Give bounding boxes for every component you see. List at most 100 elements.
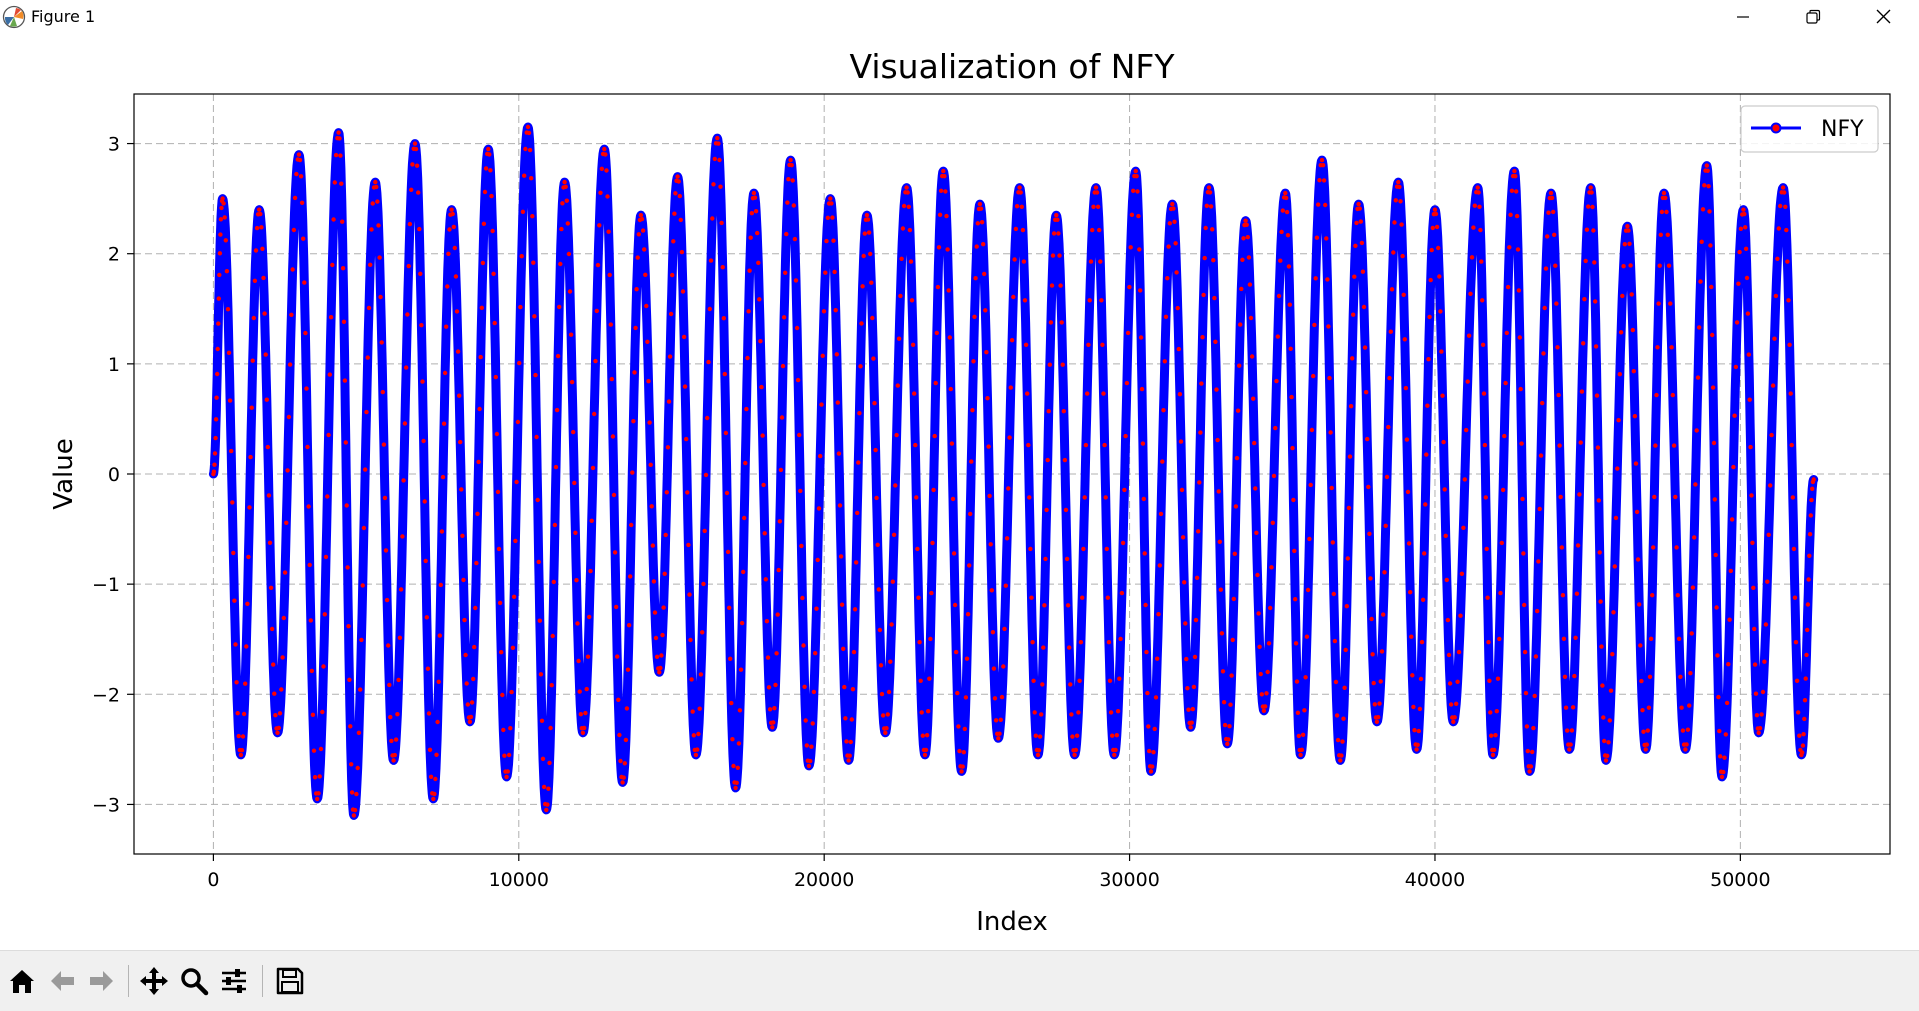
zoom-button[interactable] [176,963,212,999]
data-point-nfy [738,667,744,672]
data-point-nfy [423,558,428,564]
data-point-nfy [672,211,677,216]
data-point-nfy [984,350,989,355]
data-point-nfy [538,672,544,677]
data-point-nfy [1429,247,1434,253]
data-point-nfy [1635,557,1641,562]
save-button[interactable] [272,963,308,999]
data-point-nfy [1489,733,1494,738]
data-point-nfy [1114,733,1120,738]
data-point-nfy [1618,330,1624,335]
minimize-button[interactable] [1709,0,1777,34]
data-point-nfy [1173,241,1178,246]
data-point-nfy [240,734,246,739]
data-point-nfy [1194,575,1200,580]
data-point-nfy [947,335,952,340]
data-point-nfy [632,370,637,375]
data-point-nfy [1685,727,1691,732]
data-point-nfy [1748,444,1753,450]
data-point-nfy [1488,710,1493,715]
data-point-nfy [230,500,235,505]
data-point-nfy [1786,298,1791,303]
data-point-nfy [1439,349,1444,354]
data-point-nfy [541,784,547,790]
data-point-nfy [378,294,383,300]
data-point-nfy [1772,336,1777,341]
data-point-nfy [469,700,475,705]
data-point-nfy [871,356,876,361]
data-point-nfy [435,719,440,725]
data-point-nfy [1274,378,1279,384]
data-point-nfy [1757,726,1763,731]
restore-button[interactable] [1779,0,1847,34]
data-point-nfy [933,380,938,386]
data-point-nfy [1294,679,1300,684]
data-point-nfy [695,747,700,752]
home-button[interactable] [4,963,40,999]
data-point-nfy [775,612,780,617]
data-point-nfy [1145,690,1150,696]
data-point-nfy [844,739,849,744]
data-point-nfy [1054,213,1059,218]
arrow-right-icon [90,971,113,991]
data-point-nfy [1368,576,1373,581]
data-point-nfy [1763,622,1769,627]
data-point-nfy [546,786,551,791]
data-point-nfy [1444,577,1450,583]
data-point-nfy [333,152,339,158]
data-point-nfy [1633,461,1639,466]
data-point-nfy [1586,204,1591,209]
data-point-nfy [848,739,853,745]
data-point-nfy [1477,204,1482,209]
y-tick-label: 3 [108,134,120,156]
data-point-nfy [1332,638,1338,644]
data-point-nfy [766,685,772,690]
data-point-nfy [1557,443,1562,448]
configure-subplots-button[interactable] [216,963,252,999]
data-point-nfy [380,389,385,395]
data-point-nfy [1712,497,1718,502]
data-point-nfy [1773,293,1779,299]
data-point-nfy [855,510,860,516]
data-point-nfy [455,349,461,354]
close-button[interactable] [1849,0,1917,34]
data-point-nfy [778,467,784,473]
data-point-nfy [969,459,974,464]
data-point-nfy [1270,520,1276,525]
forward-button[interactable] [84,963,120,999]
data-point-nfy [1359,240,1365,246]
data-point-nfy [1568,742,1573,747]
data-point-nfy [1525,748,1531,754]
data-point-nfy [275,730,280,735]
data-point-nfy [813,651,818,656]
y-tick-label: 2 [108,244,120,266]
data-point-nfy [1392,220,1397,225]
data-point-nfy [828,196,833,201]
data-point-nfy [1802,716,1807,722]
data-point-nfy [598,190,603,195]
data-point-nfy [749,211,754,216]
data-point-nfy [1595,445,1601,450]
x-tick-label: 50000 [1710,869,1770,891]
data-point-nfy [536,559,541,565]
back-button[interactable] [44,963,80,999]
data-point-nfy [1430,225,1436,231]
pan-button[interactable] [136,963,172,999]
data-point-nfy [1765,579,1770,584]
data-point-nfy [422,499,427,504]
data-point-nfy [1265,669,1270,675]
data-point-nfy [767,707,773,712]
data-point-nfy [1769,432,1774,438]
arrow-left-icon [51,971,74,991]
data-point-nfy [623,737,629,743]
data-point-nfy [1222,722,1228,728]
data-point-nfy [259,225,264,230]
data-point-nfy [212,462,217,467]
data-point-nfy [1509,188,1515,193]
data-point-nfy [1552,232,1557,237]
data-point-nfy [829,201,834,206]
data-point-nfy [531,260,536,265]
data-point-nfy [1504,330,1510,336]
data-point-nfy [434,752,439,757]
data-point-nfy [985,396,990,401]
